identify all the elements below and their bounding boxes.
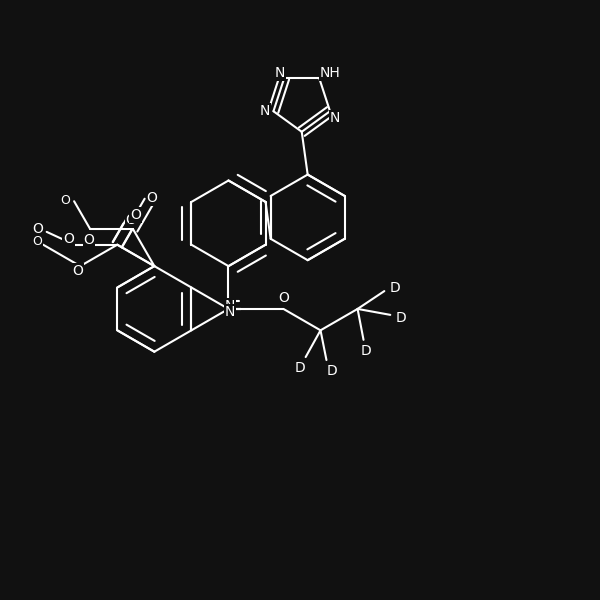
Text: O: O bbox=[130, 208, 141, 222]
Text: N: N bbox=[274, 66, 284, 80]
Text: O: O bbox=[32, 222, 43, 236]
Text: O: O bbox=[83, 233, 94, 247]
Text: D: D bbox=[389, 281, 400, 295]
Text: N: N bbox=[225, 305, 235, 319]
Text: N: N bbox=[260, 104, 271, 118]
Text: O: O bbox=[278, 291, 289, 305]
Text: N: N bbox=[225, 299, 235, 313]
Text: O: O bbox=[125, 213, 136, 227]
Text: D: D bbox=[361, 344, 372, 358]
Text: N: N bbox=[329, 112, 340, 125]
Text: D: D bbox=[327, 364, 338, 378]
Text: O: O bbox=[32, 235, 42, 248]
Text: D: D bbox=[295, 361, 305, 375]
Text: O: O bbox=[60, 194, 70, 206]
Text: O: O bbox=[63, 232, 74, 246]
Text: O: O bbox=[146, 191, 157, 205]
Text: O: O bbox=[72, 264, 83, 278]
Text: NH: NH bbox=[320, 66, 340, 80]
Text: D: D bbox=[395, 311, 406, 325]
